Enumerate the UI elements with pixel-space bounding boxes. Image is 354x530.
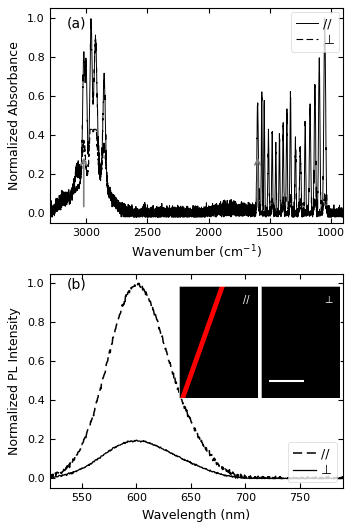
⊥ bbox=[242, 475, 246, 482]
// bbox=[171, 211, 175, 218]
// bbox=[341, 475, 345, 482]
⊥ bbox=[341, 209, 345, 216]
Text: (b): (b) bbox=[67, 278, 87, 292]
Y-axis label: Normalized Absorbance: Normalized Absorbance bbox=[8, 41, 21, 190]
// bbox=[332, 210, 336, 216]
Legend: //, ⊥: //, ⊥ bbox=[291, 12, 339, 52]
// bbox=[221, 464, 225, 471]
Line: //: // bbox=[50, 284, 343, 479]
// bbox=[269, 475, 274, 481]
// bbox=[99, 380, 104, 386]
Text: (a): (a) bbox=[67, 17, 87, 31]
// bbox=[181, 401, 185, 407]
⊥ bbox=[261, 208, 265, 215]
Line: ⊥: ⊥ bbox=[50, 129, 343, 216]
⊥ bbox=[132, 213, 137, 219]
// bbox=[244, 475, 249, 482]
// bbox=[261, 201, 265, 208]
X-axis label: Wavelength (nm): Wavelength (nm) bbox=[142, 509, 250, 522]
Line: ⊥: ⊥ bbox=[50, 440, 343, 479]
⊥ bbox=[47, 474, 52, 481]
Legend: //, ⊥: //, ⊥ bbox=[289, 442, 337, 482]
Y-axis label: Normalized PL Intensity: Normalized PL Intensity bbox=[8, 307, 21, 455]
Line: //: // bbox=[50, 18, 343, 217]
⊥ bbox=[47, 206, 52, 213]
// bbox=[48, 214, 53, 220]
⊥ bbox=[123, 440, 127, 447]
⊥ bbox=[332, 208, 336, 215]
// bbox=[134, 280, 138, 287]
⊥ bbox=[88, 126, 92, 132]
// bbox=[187, 210, 191, 217]
⊥ bbox=[269, 475, 274, 482]
// bbox=[123, 298, 127, 305]
⊥ bbox=[341, 475, 345, 482]
// bbox=[318, 63, 322, 69]
⊥ bbox=[318, 209, 322, 215]
⊥ bbox=[244, 475, 249, 481]
⊥ bbox=[221, 471, 225, 478]
⊥ bbox=[181, 456, 185, 462]
⊥ bbox=[173, 209, 177, 216]
// bbox=[47, 210, 52, 216]
// bbox=[341, 207, 345, 214]
⊥ bbox=[135, 437, 139, 443]
// bbox=[173, 207, 177, 214]
⊥ bbox=[171, 210, 175, 216]
// bbox=[47, 474, 52, 481]
⊥ bbox=[99, 453, 104, 459]
X-axis label: Wavenumber (cm$^{-1}$): Wavenumber (cm$^{-1}$) bbox=[131, 243, 262, 261]
⊥ bbox=[187, 209, 191, 216]
// bbox=[241, 475, 245, 482]
// bbox=[322, 15, 327, 21]
